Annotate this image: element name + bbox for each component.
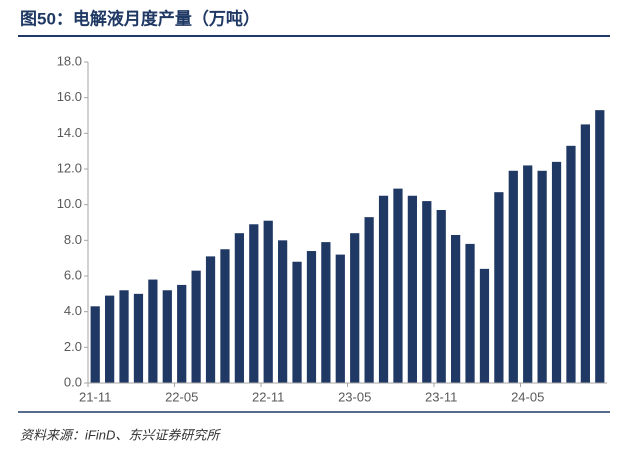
bar bbox=[350, 233, 360, 383]
bar bbox=[479, 268, 490, 383]
bar bbox=[105, 295, 115, 383]
bar bbox=[306, 251, 317, 383]
bar bbox=[133, 293, 144, 383]
y-tick-label: 2.0 bbox=[64, 339, 82, 354]
source: 资料来源：iFinD、东兴证券研究所 bbox=[20, 427, 221, 442]
bar bbox=[234, 233, 244, 383]
bar bbox=[465, 243, 475, 383]
bar bbox=[162, 290, 172, 383]
bar bbox=[407, 195, 417, 383]
bar bbox=[205, 256, 216, 383]
y-tick-label: 16.0 bbox=[57, 89, 82, 104]
bar bbox=[537, 170, 547, 383]
y-tick-label: 10.0 bbox=[57, 196, 82, 211]
bar bbox=[249, 224, 259, 383]
x-tick-label: 24-05 bbox=[511, 389, 544, 404]
bar bbox=[119, 290, 129, 383]
x-tick-label: 23-05 bbox=[338, 389, 371, 404]
bar bbox=[191, 270, 201, 383]
y-tick-label: 12.0 bbox=[57, 160, 82, 175]
bar bbox=[177, 284, 187, 383]
bar bbox=[595, 110, 605, 384]
chart-title: 图50：电解液月度产量（万吨） bbox=[20, 8, 260, 28]
bar bbox=[278, 240, 288, 383]
x-tick-label: 22-05 bbox=[165, 389, 198, 404]
bar bbox=[364, 217, 374, 383]
bar bbox=[523, 165, 533, 383]
bar bbox=[263, 220, 273, 383]
bar bbox=[494, 192, 504, 383]
x-tick-label: 23-11 bbox=[425, 389, 457, 404]
bar bbox=[436, 210, 446, 383]
x-tick-label: 22-11 bbox=[252, 389, 284, 404]
x-tick-label: 21-11 bbox=[79, 389, 111, 404]
bar bbox=[451, 234, 461, 383]
y-tick-label: 4.0 bbox=[64, 303, 82, 318]
bar bbox=[566, 145, 576, 383]
bar bbox=[220, 249, 230, 383]
bar bbox=[551, 161, 562, 383]
bar bbox=[148, 279, 158, 383]
y-tick-label: 8.0 bbox=[64, 232, 82, 247]
bar bbox=[292, 261, 302, 383]
bar bbox=[335, 254, 345, 383]
bar bbox=[378, 195, 389, 383]
bar bbox=[580, 124, 590, 384]
bar bbox=[508, 170, 518, 383]
bar bbox=[321, 242, 331, 383]
bar bbox=[90, 306, 100, 383]
bar bbox=[422, 201, 432, 383]
y-tick-label: 18.0 bbox=[57, 53, 82, 68]
y-tick-label: 14.0 bbox=[57, 125, 82, 140]
bar bbox=[393, 188, 403, 383]
y-tick-label: 6.0 bbox=[64, 267, 82, 282]
y-tick-label: 0.0 bbox=[64, 374, 82, 389]
